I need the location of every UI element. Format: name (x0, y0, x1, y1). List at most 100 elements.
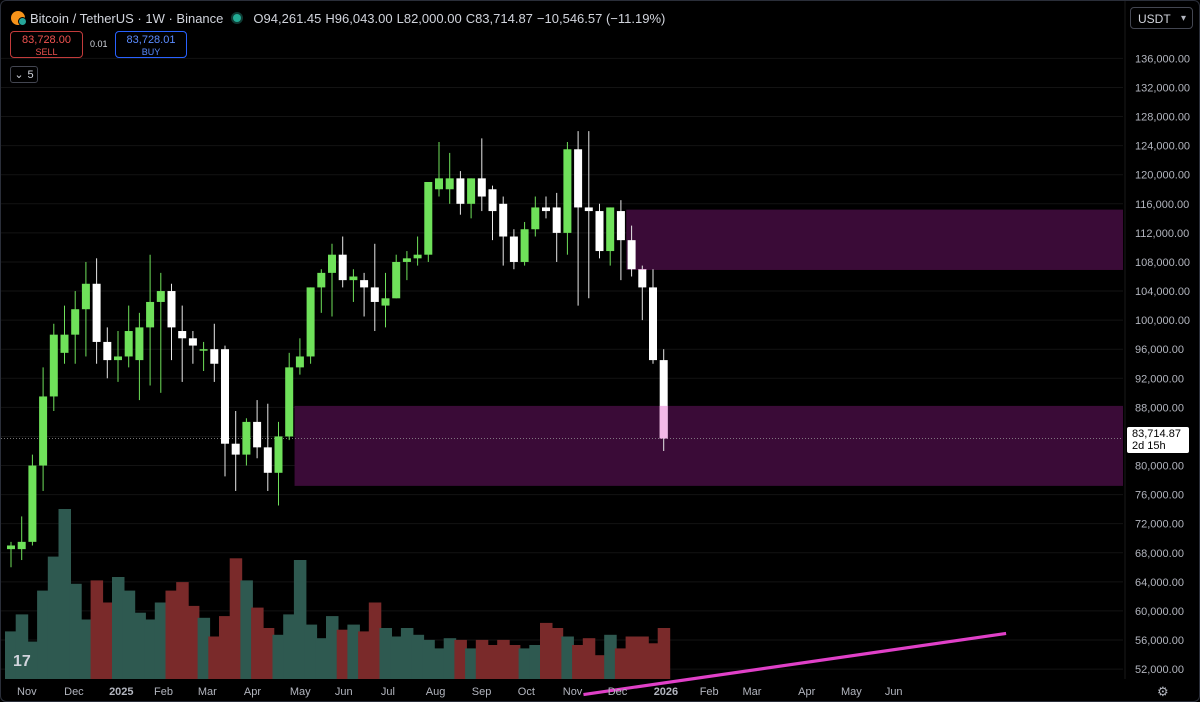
candle-body (638, 269, 647, 288)
price-tick-label: 56,000.00 (1135, 635, 1184, 647)
candle-body (413, 254, 422, 259)
volume-bar (26, 641, 39, 679)
candle-body (552, 207, 561, 233)
candle-body (349, 276, 358, 281)
open-label: O (253, 10, 264, 26)
time-tick-label: Apr (798, 686, 815, 698)
price-tick-label: 108,000.00 (1135, 257, 1190, 269)
volume-bar (550, 628, 564, 679)
time-tick-label: 2025 (109, 686, 133, 698)
upper-zone (626, 209, 1123, 270)
candle-body (253, 421, 262, 448)
buy-button[interactable]: 83,728.01 BUY (115, 31, 187, 58)
volume-bar (561, 636, 574, 679)
chevron-down-icon: ▾ (1180, 13, 1186, 24)
candle-body (477, 178, 486, 197)
price-tick-label: 116,000.00 (1135, 199, 1189, 211)
price-tick-label: 52,000.00 (1135, 664, 1184, 676)
candle-body (295, 356, 304, 368)
price-tick-label: 100,000.00 (1135, 315, 1190, 327)
volume-bar (614, 648, 628, 679)
time-tick-label: 2026 (654, 686, 678, 698)
spread-value: 0.01 (90, 39, 108, 49)
volume-bar (336, 629, 350, 679)
symbol-header[interactable]: Bitcoin / TetherUS · 1W · Binance O 94,26… (11, 9, 665, 27)
volume-bar (15, 614, 29, 679)
volume-bar (90, 580, 104, 679)
candle-body (81, 283, 90, 310)
volume-bar (315, 638, 328, 679)
change-value: −10,546.57 (−11.19%) (536, 10, 666, 26)
candle-body (124, 331, 133, 357)
symbol-title[interactable]: Bitcoin / TetherUS · 1W · Binance (30, 10, 224, 26)
candle-body (563, 149, 572, 233)
volume-bar (304, 624, 318, 679)
candle-body (167, 291, 176, 328)
volume-bar (582, 638, 596, 679)
gear-icon[interactable]: ⚙ (1157, 684, 1169, 699)
bar-countdown: 2d 15h (1132, 440, 1166, 452)
volume-bar (454, 639, 467, 679)
candle-body (317, 272, 326, 288)
time-tick-label: Mar (198, 686, 217, 698)
candle-body (28, 465, 37, 542)
volume-bar (112, 577, 125, 679)
price-tick-label: 124,000.00 (1135, 141, 1190, 153)
candle-body (103, 341, 112, 361)
candle-body (456, 178, 465, 204)
volume-bar (58, 509, 71, 679)
candle-body-zone-overlap (638, 269, 647, 270)
candle-body (649, 287, 657, 361)
volume-bar (326, 616, 339, 679)
candle-body (221, 349, 229, 444)
time-tick-label: Mar (743, 686, 762, 698)
time-tick-label: Jun (885, 686, 903, 698)
high-label: H (325, 10, 335, 26)
time-tick-label: Jun (335, 686, 353, 698)
volume-bar (358, 631, 371, 679)
volume-bar (122, 590, 136, 679)
sell-button[interactable]: 83,728.00 SELL (10, 31, 83, 58)
candle-body (370, 287, 379, 302)
time-tick-label: Feb (700, 686, 719, 698)
volume-bar (293, 560, 307, 679)
price-tick-label: 80,000.00 (1135, 461, 1184, 473)
candle-body (7, 545, 15, 550)
volume-bar (47, 556, 61, 679)
currency-select[interactable]: USDT ▾ (1130, 7, 1193, 29)
volume-bar (79, 619, 93, 679)
volume-bar (208, 636, 221, 679)
volume-bar (261, 628, 275, 679)
volume-bar (229, 558, 243, 679)
volume-bar (433, 648, 446, 679)
volume-bar (497, 639, 510, 679)
price-tick-label: 96,000.00 (1135, 344, 1184, 356)
candle-body (467, 178, 476, 204)
candle-body (616, 211, 625, 241)
candle-body (488, 189, 497, 212)
volume-bar (390, 636, 403, 679)
candle-body (17, 541, 26, 550)
volume-bar (176, 582, 189, 679)
indicators-toggle-button[interactable]: ⌄ 5 (10, 66, 38, 83)
candle-body (424, 181, 433, 255)
close-value: 83,714.87 (475, 10, 533, 26)
candle-body (92, 283, 101, 342)
time-tick-label: Feb (154, 686, 173, 698)
buy-price: 83,728.01 (126, 34, 176, 46)
candle-body (531, 207, 540, 230)
volume-bar (272, 634, 285, 679)
volume-bar (400, 628, 414, 679)
time-tick-label: Dec (608, 686, 628, 698)
volume-bar (347, 624, 360, 679)
volume-bar (475, 639, 489, 679)
indicators-count: 5 (27, 68, 34, 81)
candles-layer (7, 131, 668, 568)
candle-body (49, 334, 58, 397)
candle-body (520, 229, 529, 262)
volume-bar (443, 638, 457, 679)
tradingview-logo-icon[interactable]: 17 (13, 653, 31, 670)
candle-body (584, 207, 593, 212)
